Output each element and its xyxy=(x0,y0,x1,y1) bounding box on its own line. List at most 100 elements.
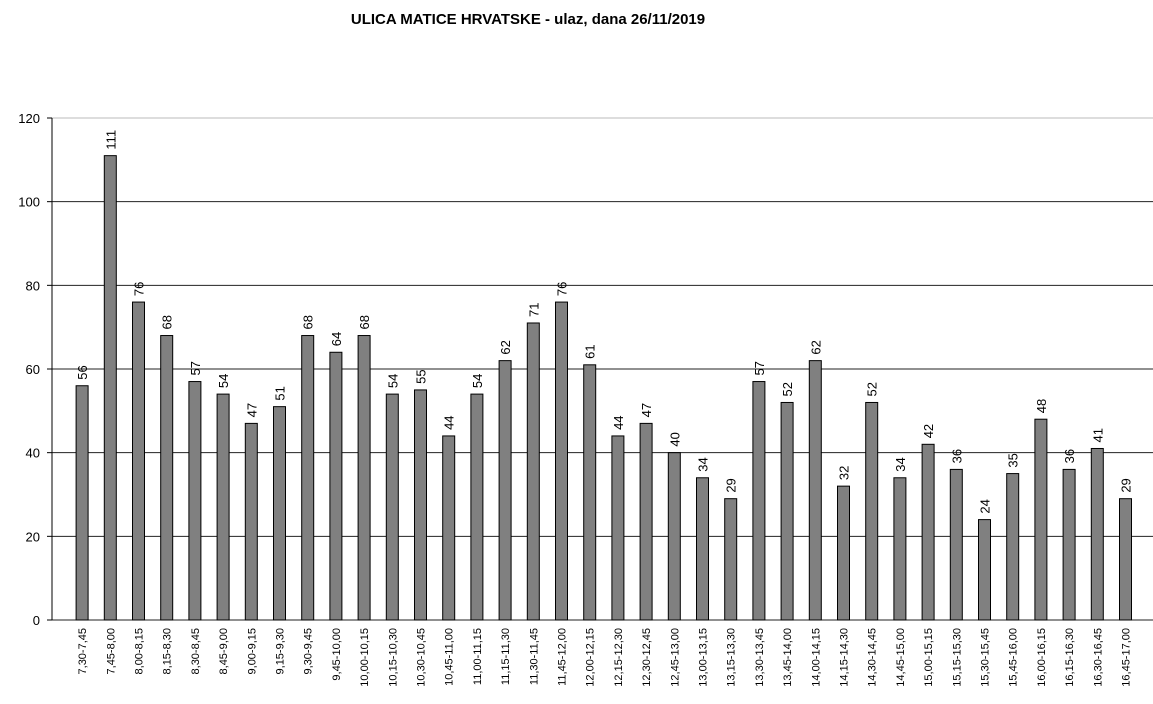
x-tick-label: 7,45-8,00 xyxy=(105,628,117,674)
x-tick-label: 10,00-10,15 xyxy=(359,628,371,687)
value-label: 47 xyxy=(639,403,654,417)
value-label: 36 xyxy=(1062,449,1077,463)
value-label: 55 xyxy=(414,369,429,383)
x-tick-label: 12,00-12,15 xyxy=(585,628,597,687)
value-label: 51 xyxy=(273,386,288,400)
bar xyxy=(216,393,230,621)
value-label: 54 xyxy=(385,374,400,388)
x-tick-label: 12,45-13,00 xyxy=(669,628,681,687)
x-tick-label: 9,30-9,45 xyxy=(303,628,315,674)
bar xyxy=(639,422,653,621)
y-tick-label: 80 xyxy=(26,278,40,293)
value-label: 57 xyxy=(188,361,203,375)
bar xyxy=(273,406,286,621)
value-label: 41 xyxy=(1090,428,1105,442)
bar xyxy=(921,443,935,621)
x-tick-label: 9,00-9,15 xyxy=(246,628,258,674)
bar xyxy=(696,477,709,621)
bar xyxy=(414,389,427,621)
x-tick-label: 16,30-16,45 xyxy=(1092,628,1104,687)
value-label: 29 xyxy=(724,478,739,492)
value-label: 34 xyxy=(696,457,711,471)
value-label: 36 xyxy=(949,449,964,463)
bar xyxy=(442,435,456,621)
value-label: 68 xyxy=(357,315,372,329)
value-label: 64 xyxy=(329,332,344,346)
value-label: 34 xyxy=(893,457,908,471)
bar xyxy=(385,393,399,621)
value-label: 52 xyxy=(780,382,795,396)
x-tick-label: 15,00-15,15 xyxy=(923,628,935,687)
value-label: 71 xyxy=(526,303,541,317)
bar xyxy=(1034,418,1048,621)
x-tick-label: 11,15-11,30 xyxy=(500,628,512,685)
y-tick-label: 100 xyxy=(18,195,40,210)
x-tick-label: 8,45-9,00 xyxy=(218,628,230,674)
x-tick-label: 14,15-14,30 xyxy=(839,628,851,687)
bar xyxy=(188,381,202,621)
x-tick-label: 12,30-12,45 xyxy=(641,628,653,687)
x-tick-label: 10,45-11,00 xyxy=(444,628,456,686)
value-label: 62 xyxy=(498,340,513,354)
bar xyxy=(865,401,879,621)
value-label: 76 xyxy=(132,282,147,296)
bar xyxy=(1119,498,1132,621)
y-tick-label: 120 xyxy=(18,111,40,126)
bar xyxy=(837,485,850,621)
bar xyxy=(808,360,822,621)
x-tick-label: 9,45-10,00 xyxy=(331,628,343,681)
x-tick-label: 13,30-13,45 xyxy=(754,628,766,687)
bar xyxy=(611,435,625,621)
y-tick-label: 0 xyxy=(33,613,40,628)
value-label: 48 xyxy=(1034,399,1049,413)
value-label: 52 xyxy=(865,382,880,396)
x-tick-label: 14,30-14,45 xyxy=(867,628,879,687)
bar xyxy=(893,477,907,621)
bar xyxy=(329,351,343,621)
x-tick-label: 8,30-8,45 xyxy=(190,628,202,674)
bar xyxy=(357,335,371,621)
x-tick-label: 14,00-14,15 xyxy=(810,628,822,687)
bar xyxy=(160,335,174,621)
value-label: 29 xyxy=(1119,478,1134,492)
value-label: 44 xyxy=(442,415,457,429)
x-tick-label: 13,15-13,30 xyxy=(726,628,738,687)
value-label: 68 xyxy=(301,315,316,329)
x-tick-label: 11,00-11,15 xyxy=(472,628,484,685)
x-tick-label: 7,30-7,45 xyxy=(77,628,89,674)
x-tick-label: 11,30-11,45 xyxy=(528,628,540,685)
bar xyxy=(667,452,681,621)
x-tick-label: 16,15-16,30 xyxy=(1064,628,1076,687)
value-label: 40 xyxy=(667,432,682,446)
bar xyxy=(498,360,512,621)
value-label: 44 xyxy=(611,415,626,429)
x-tick-label: 8,15-8,30 xyxy=(162,628,174,674)
x-tick-label: 9,15-9,30 xyxy=(275,628,287,674)
bar xyxy=(132,301,145,621)
value-label: 54 xyxy=(470,374,485,388)
value-label: 111 xyxy=(103,130,118,150)
value-label: 57 xyxy=(752,361,767,375)
y-tick-label: 40 xyxy=(26,446,40,461)
x-tick-label: 15,15-15,30 xyxy=(951,628,963,687)
bar xyxy=(949,468,963,621)
x-tick-label: 10,15-10,30 xyxy=(387,628,399,687)
bar xyxy=(75,385,89,621)
bar xyxy=(526,322,540,621)
value-label: 61 xyxy=(583,344,598,358)
value-label: 24 xyxy=(978,499,993,513)
value-label: 62 xyxy=(808,340,823,354)
x-tick-label: 15,45-16,00 xyxy=(1008,628,1020,687)
value-label: 35 xyxy=(1006,453,1021,467)
bar xyxy=(301,335,315,621)
x-tick-label: 14,45-15,00 xyxy=(895,628,907,687)
value-label: 42 xyxy=(921,424,936,438)
bar xyxy=(752,381,766,621)
x-tick-label: 10,30-10,45 xyxy=(416,628,428,687)
value-label: 76 xyxy=(555,282,570,296)
bar xyxy=(583,364,597,621)
x-tick-label: 8,00-8,15 xyxy=(134,628,146,674)
x-tick-label: 12,15-12,30 xyxy=(613,628,625,687)
bar xyxy=(555,301,568,621)
